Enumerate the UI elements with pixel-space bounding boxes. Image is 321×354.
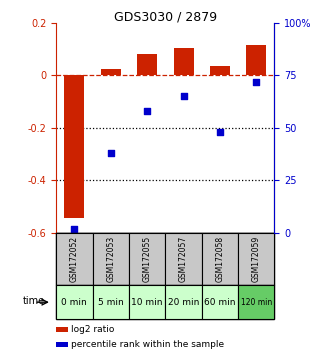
Text: GSM172057: GSM172057 <box>179 236 188 282</box>
Text: GSM172053: GSM172053 <box>106 236 115 282</box>
Text: 120 min: 120 min <box>241 298 272 307</box>
Text: log2 ratio: log2 ratio <box>72 325 115 333</box>
Point <box>254 79 259 85</box>
Bar <box>101 69 121 75</box>
Text: time: time <box>22 296 45 306</box>
Bar <box>92 285 129 319</box>
Bar <box>129 285 165 319</box>
Text: GSM172059: GSM172059 <box>252 236 261 282</box>
Text: GSM172055: GSM172055 <box>143 236 152 282</box>
Bar <box>202 285 238 319</box>
Point <box>72 226 77 232</box>
Bar <box>238 233 274 285</box>
Text: 5 min: 5 min <box>98 298 124 307</box>
Bar <box>56 342 68 347</box>
Bar <box>56 233 92 285</box>
Text: 20 min: 20 min <box>168 298 199 307</box>
Text: 0 min: 0 min <box>62 298 87 307</box>
Title: GDS3030 / 2879: GDS3030 / 2879 <box>114 10 217 23</box>
Text: GSM172058: GSM172058 <box>215 236 224 282</box>
Text: 10 min: 10 min <box>131 298 163 307</box>
Bar <box>238 285 274 319</box>
Point <box>108 150 113 156</box>
Text: percentile rank within the sample: percentile rank within the sample <box>72 339 225 349</box>
Bar <box>165 233 202 285</box>
Bar <box>92 233 129 285</box>
Text: 60 min: 60 min <box>204 298 236 307</box>
Point <box>217 129 222 135</box>
Bar <box>202 233 238 285</box>
Bar <box>173 48 194 75</box>
Bar <box>129 233 165 285</box>
Point <box>181 94 186 99</box>
Bar <box>210 66 230 75</box>
Text: GSM172052: GSM172052 <box>70 236 79 282</box>
Bar <box>64 75 84 218</box>
Point <box>144 108 150 114</box>
Bar <box>56 285 92 319</box>
Bar <box>56 326 68 332</box>
Bar <box>246 45 266 75</box>
Bar <box>137 55 157 75</box>
Bar <box>165 285 202 319</box>
